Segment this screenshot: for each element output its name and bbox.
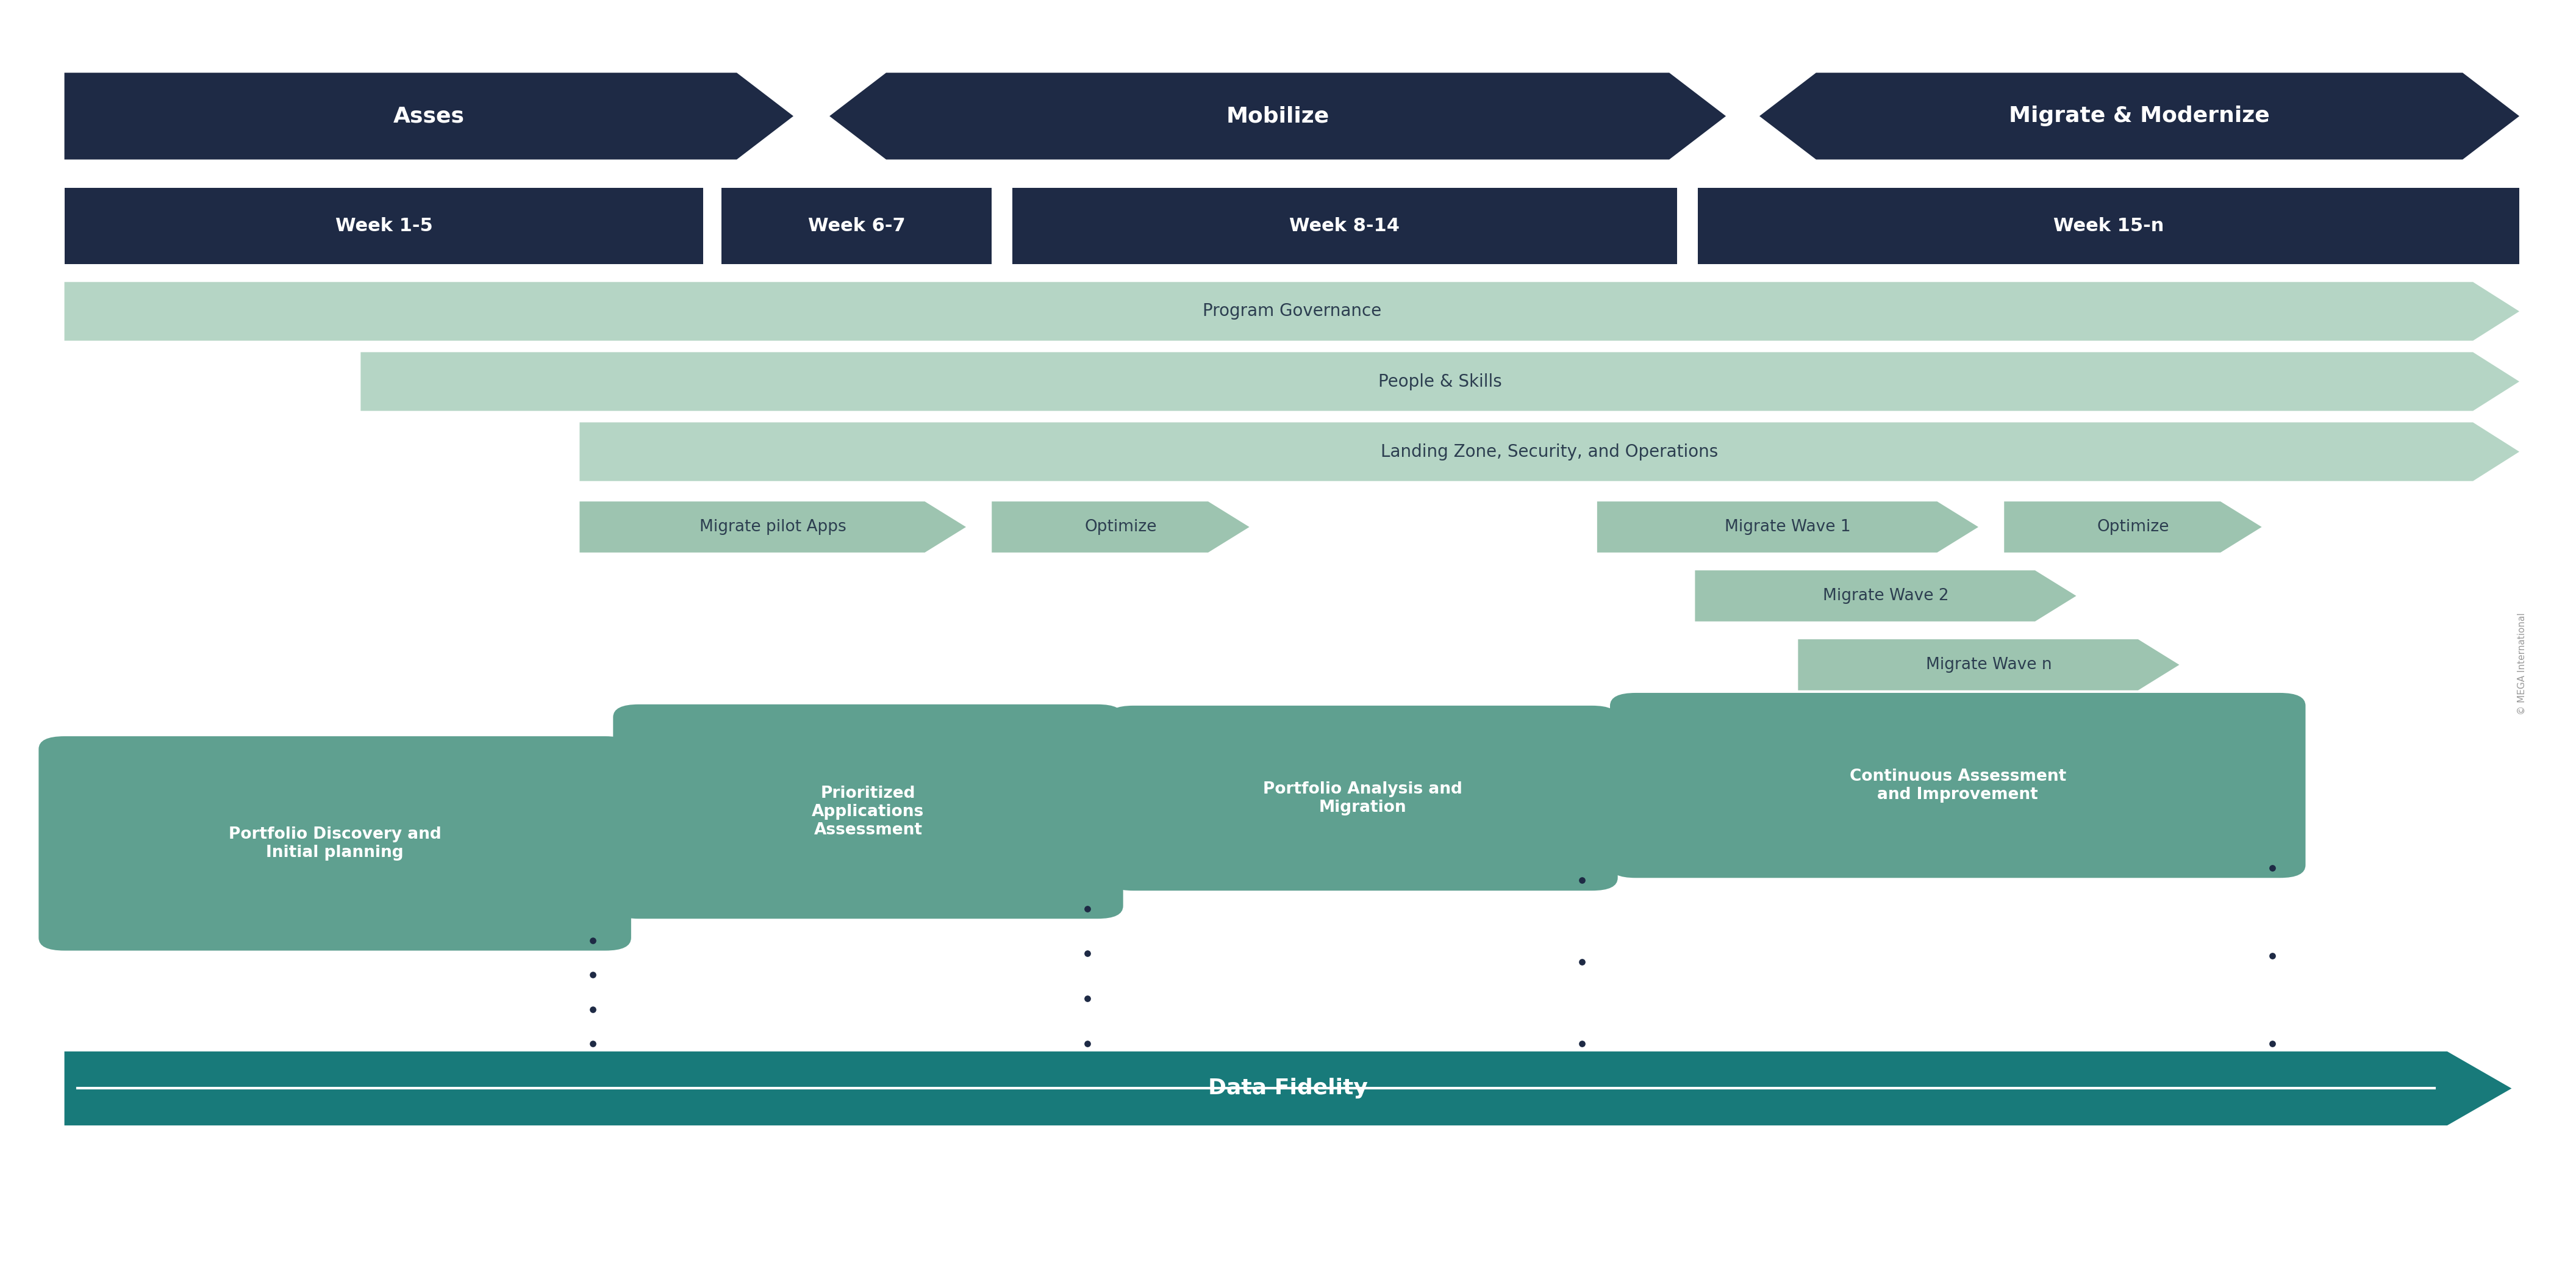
Polygon shape [580,422,2519,481]
Polygon shape [64,73,793,160]
Point [1066,943,1108,963]
Polygon shape [361,352,2519,411]
FancyBboxPatch shape [613,704,1123,919]
Text: Migrate Wave n: Migrate Wave n [1927,657,2050,672]
Point [1066,898,1108,919]
Text: Migrate & Modernize: Migrate & Modernize [2009,106,2269,126]
Point [2251,1034,2293,1054]
Text: Week 15-n: Week 15-n [2053,217,2164,235]
FancyBboxPatch shape [1610,693,2306,878]
Text: People & Skills: People & Skills [1378,373,1502,390]
Text: Migrate Wave 2: Migrate Wave 2 [1824,588,1947,604]
Point [1561,952,1602,972]
FancyBboxPatch shape [64,188,703,264]
Polygon shape [829,73,1726,160]
Polygon shape [580,501,966,553]
FancyBboxPatch shape [1108,706,1618,891]
Text: Prioritized
Applications
Assessment: Prioritized Applications Assessment [811,785,925,838]
Text: Week 8-14: Week 8-14 [1291,217,1399,235]
Polygon shape [1759,73,2519,160]
Point [572,999,613,1020]
Text: Week 6-7: Week 6-7 [809,217,904,235]
Text: Landing Zone, Security, and Operations: Landing Zone, Security, and Operations [1381,443,1718,461]
Polygon shape [2004,501,2262,553]
Point [1066,1034,1108,1054]
Polygon shape [64,1051,2512,1125]
FancyBboxPatch shape [1012,188,1677,264]
Point [1561,1034,1602,1054]
Point [572,965,613,985]
Text: Migrate Wave 1: Migrate Wave 1 [1726,519,1850,535]
Point [572,1034,613,1054]
Polygon shape [992,501,1249,553]
Text: Continuous Assessment
and Improvement: Continuous Assessment and Improvement [1850,768,2066,803]
FancyBboxPatch shape [39,736,631,951]
Polygon shape [64,282,2519,341]
Text: Optimize: Optimize [1084,519,1157,535]
Text: Optimize: Optimize [2097,519,2169,535]
Point [1561,870,1602,891]
Text: Portfolio Discovery and
Initial planning: Portfolio Discovery and Initial planning [229,827,440,860]
Point [2251,857,2293,878]
Text: Mobilize: Mobilize [1226,106,1329,126]
Text: Data Fidelity: Data Fidelity [1208,1078,1368,1099]
Polygon shape [1597,501,1978,553]
Point [572,930,613,951]
Text: Asses: Asses [394,106,464,126]
Point [2251,946,2293,966]
Text: Migrate pilot Apps: Migrate pilot Apps [701,519,845,535]
Text: © MEGA International: © MEGA International [2517,612,2527,715]
Polygon shape [1695,570,2076,621]
FancyBboxPatch shape [1698,188,2519,264]
Text: Week 1-5: Week 1-5 [335,217,433,235]
Text: Program Governance: Program Governance [1203,302,1381,320]
Point [1066,989,1108,1009]
Text: Portfolio Analysis and
Migration: Portfolio Analysis and Migration [1262,781,1463,815]
Polygon shape [1798,639,2179,690]
FancyBboxPatch shape [721,188,992,264]
